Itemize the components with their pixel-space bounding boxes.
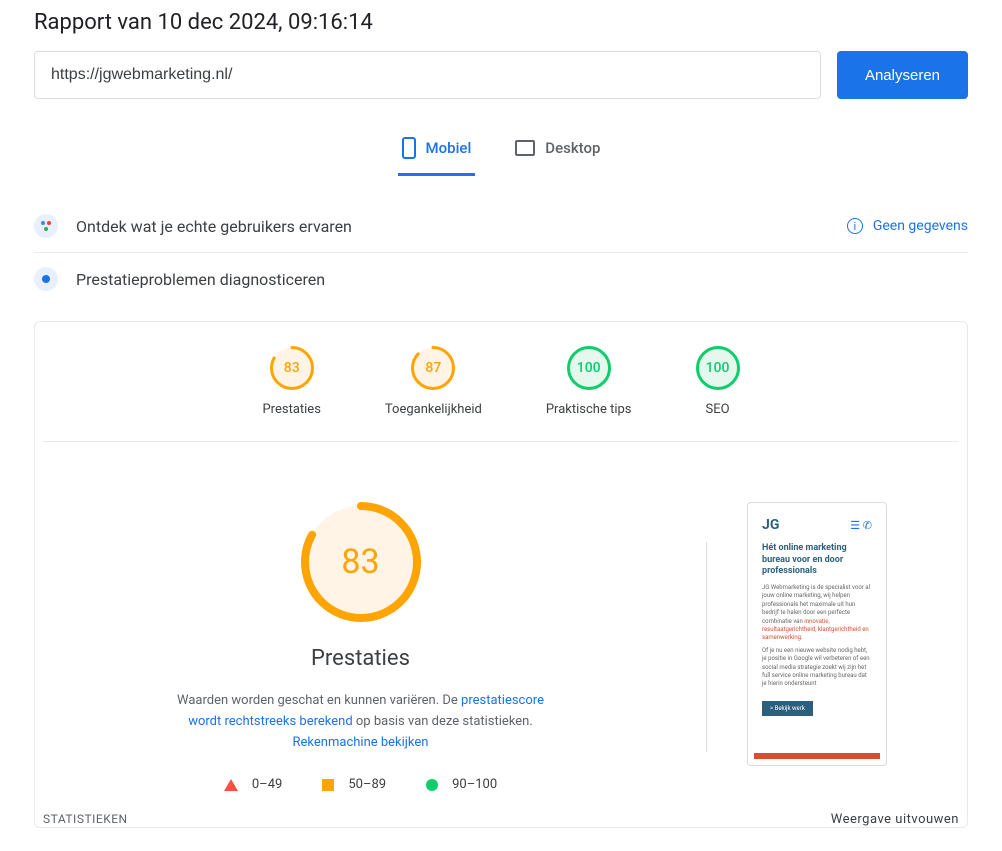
tab-mobile[interactable]: Mobiel — [398, 127, 476, 176]
section-diagnose-title: Prestatieproblemen diagnosticeren — [76, 270, 325, 289]
info-icon: i — [847, 218, 863, 234]
preview-heading: Hét online marketing bureau voor en door… — [762, 543, 872, 578]
preview-body1: JG Webmarketing is de specialist voor al… — [762, 584, 872, 643]
calculator-link[interactable]: Rekenmachine bekijken — [293, 735, 429, 750]
stats-row: STATISTIEKEN Weergave uitvouwen — [35, 812, 967, 827]
tab-desktop[interactable]: Desktop — [511, 127, 604, 176]
mobile-icon — [402, 137, 416, 159]
url-row: Analyseren — [34, 51, 968, 99]
metrics-row: 83 Prestaties 87 Toegankelijkheid 100 Pr… — [43, 346, 959, 442]
section-users-title: Ontdek wat je echte gebruikers ervaren — [76, 217, 352, 236]
preview-body2: Of je nu een nieuwe website nodig hebt, … — [762, 647, 872, 689]
performance-description: Waarden worden geschat en kunnen variëre… — [161, 691, 561, 753]
device-tabs: Mobiel Desktop — [34, 127, 968, 176]
section-real-users: Ontdek wat je echte gebruikers ervaren i… — [34, 200, 968, 253]
metric-praktische-tips[interactable]: 100 Praktische tips — [546, 346, 632, 417]
site-preview: JG ☰ ✆ Hét online marketing bureau voor … — [747, 502, 887, 766]
expand-toggle[interactable]: Weergave uitvouwen — [831, 812, 959, 827]
legend-red: 0–49 — [224, 777, 282, 792]
preview-logo: JG — [762, 517, 779, 533]
square-icon — [322, 779, 334, 791]
legend-green: 90–100 — [426, 777, 497, 792]
detail-left: 83 Prestaties Waarden worden geschat en … — [55, 502, 666, 792]
triangle-icon — [224, 779, 238, 791]
desktop-icon — [515, 140, 535, 156]
divider — [706, 542, 707, 752]
diagnose-icon — [34, 267, 58, 291]
legend: 0–49 50–89 90–100 — [224, 777, 497, 792]
no-data-link[interactable]: i Geen gegevens — [847, 218, 968, 234]
no-data-label: Geen gegevens — [873, 218, 968, 234]
detail-area: 83 Prestaties Waarden worden geschat en … — [35, 442, 967, 812]
section-diagnose: Prestatieproblemen diagnosticeren — [34, 253, 968, 305]
legend-orange: 50–89 — [322, 777, 386, 792]
url-input[interactable] — [34, 51, 821, 99]
big-gauge-label: Prestaties — [311, 646, 410, 671]
report-title: Rapport van 10 dec 2024, 09:16:14 — [34, 10, 968, 35]
tab-mobile-label: Mobiel — [426, 139, 472, 157]
big-gauge: 83 — [301, 502, 421, 622]
metric-seo[interactable]: 100 SEO — [696, 346, 740, 417]
metric-toegankelijkheid[interactable]: 87 Toegankelijkheid — [385, 346, 482, 417]
report-panel: 83 Prestaties 87 Toegankelijkheid 100 Pr… — [34, 321, 968, 828]
analyze-button[interactable]: Analyseren — [837, 51, 968, 99]
circle-icon — [426, 779, 438, 791]
users-icon — [34, 214, 58, 238]
metric-prestaties[interactable]: 83 Prestaties — [262, 346, 320, 417]
preview-nav-icons: ☰ ✆ — [850, 519, 872, 532]
stats-label: STATISTIEKEN — [43, 812, 128, 827]
preview-cta: > Bekijk werk — [762, 701, 813, 716]
tab-desktop-label: Desktop — [545, 139, 600, 157]
big-gauge-value: 83 — [341, 542, 379, 582]
